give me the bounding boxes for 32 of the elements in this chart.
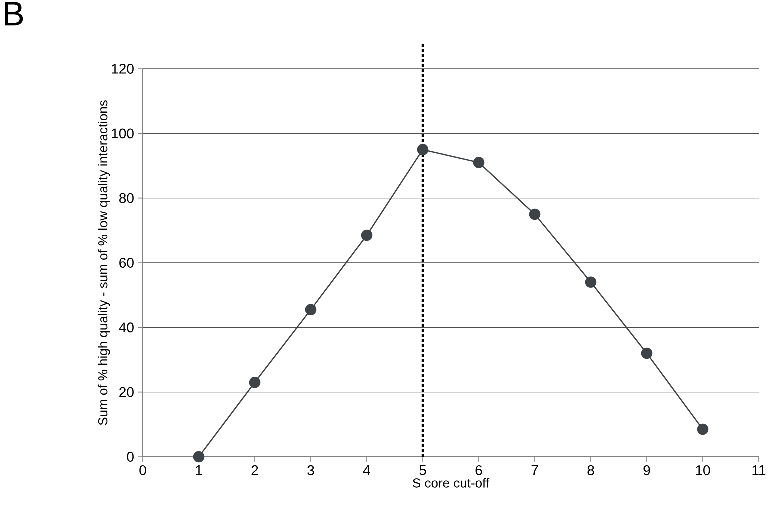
- chart-title: B: [5, 2, 24, 26]
- y-axis-title: Sum of % high quality - sum of % low quality interactions: [98, 100, 110, 426]
- x-tick-label: 7: [532, 466, 538, 476]
- point: [193, 451, 205, 463]
- point: [473, 157, 485, 168]
- x-axis-title: S core cut-off: [413, 478, 490, 488]
- x-tick-label: 6: [476, 466, 482, 476]
- point: [641, 348, 653, 360]
- x-tick-label: 4: [363, 466, 370, 476]
- point: [585, 276, 597, 288]
- point: [417, 144, 429, 156]
- x-tick-label: 11: [752, 466, 766, 476]
- x-tick-label: 2: [252, 466, 258, 476]
- point: [529, 208, 541, 220]
- x-tick-label: 3: [308, 466, 314, 476]
- y-tick-label: 60: [120, 258, 134, 268]
- y-tick-label: 0: [127, 452, 134, 462]
- point: [305, 304, 317, 316]
- x-tick-label: 8: [588, 466, 594, 476]
- x-tick-label: 5: [420, 466, 426, 476]
- y-tick-label: 40: [119, 322, 134, 333]
- point: [697, 424, 709, 436]
- y-tick-label: 120: [112, 64, 134, 74]
- x-tick-label: 0: [140, 466, 146, 476]
- y-tick-label: 80: [120, 193, 134, 204]
- point: [361, 230, 373, 242]
- x-tick-label: 1: [196, 466, 202, 476]
- y-tick-label: 100: [112, 128, 134, 139]
- x-tick-label: 10: [696, 466, 710, 476]
- y-tick-label: 20: [120, 387, 134, 398]
- x-tick-label: 9: [644, 466, 650, 476]
- point: [249, 376, 261, 388]
